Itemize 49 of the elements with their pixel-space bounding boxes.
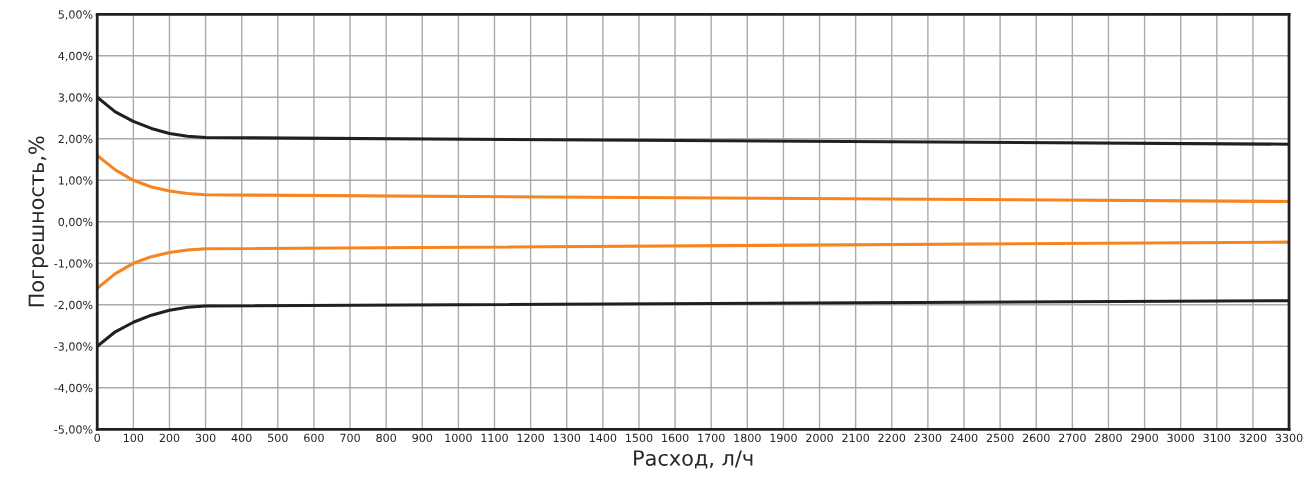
line-series <box>97 153 1290 203</box>
x-tick-label: 400 <box>231 433 252 443</box>
x-tick-label: 1900 <box>770 433 797 443</box>
x-tick-label: 2800 <box>1095 433 1122 443</box>
x-tick-label: 1500 <box>626 433 653 443</box>
line-series <box>97 240 1290 290</box>
x-tick-label: 3000 <box>1167 433 1195 443</box>
y-tick-label: 5,00% <box>58 10 93 20</box>
x-tick-label: 100 <box>123 433 144 443</box>
y-tick-label: -3,00% <box>54 342 93 352</box>
y-tick-label: 1,00% <box>58 176 93 186</box>
x-tick-label: 2700 <box>1059 433 1086 443</box>
x-tick-label: 3300 <box>1275 433 1303 443</box>
x-tick-label: 2100 <box>842 433 870 443</box>
y-axis-title: Погрешность,% <box>28 136 49 307</box>
y-tick-label: 3,00% <box>58 93 93 103</box>
x-tick-label: 0 <box>94 433 101 443</box>
x-tick-label: 1700 <box>698 433 725 443</box>
y-tick-label: -1,00% <box>54 259 93 269</box>
x-tick-label: 1600 <box>662 433 689 443</box>
x-tick-label: 500 <box>268 433 288 443</box>
x-tick-label: 1800 <box>734 433 761 443</box>
x-tick-label: 1100 <box>481 433 508 443</box>
x-tick-label: 900 <box>412 433 433 443</box>
y-tick-label: -2,00% <box>54 300 93 311</box>
x-tick-label: 3200 <box>1239 433 1267 443</box>
y-tick-label: -5,00% <box>54 425 93 435</box>
x-tick-label: 2600 <box>1022 433 1050 443</box>
x-tick-label: 1200 <box>517 433 545 443</box>
x-tick-label: 200 <box>159 433 180 443</box>
x-tick-label: 700 <box>340 433 360 443</box>
x-tick-label: 800 <box>376 433 397 443</box>
y-tick-label: 0,00% <box>58 217 93 228</box>
x-tick-label: 2000 <box>806 433 833 443</box>
x-tick-label: 1300 <box>553 433 581 443</box>
x-tick-label: 1400 <box>589 433 617 443</box>
y-tick-label: -4,00% <box>54 383 93 394</box>
x-tick-label: 2900 <box>1131 433 1158 443</box>
x-tick-label: 1000 <box>445 433 472 443</box>
y-tick-label: 4,00% <box>58 51 93 62</box>
x-axis-title: Расход, л/ч <box>634 450 753 469</box>
y-tick-label: 2,00% <box>58 134 93 145</box>
x-tick-label: 2200 <box>878 433 906 443</box>
x-tick-label: 300 <box>195 433 216 443</box>
x-tick-label: 2400 <box>950 433 978 443</box>
x-tick-label: 3100 <box>1203 433 1231 443</box>
x-tick-label: 2300 <box>914 433 942 443</box>
x-tick-label: 2500 <box>986 433 1014 443</box>
x-tick-label: 600 <box>304 433 324 443</box>
